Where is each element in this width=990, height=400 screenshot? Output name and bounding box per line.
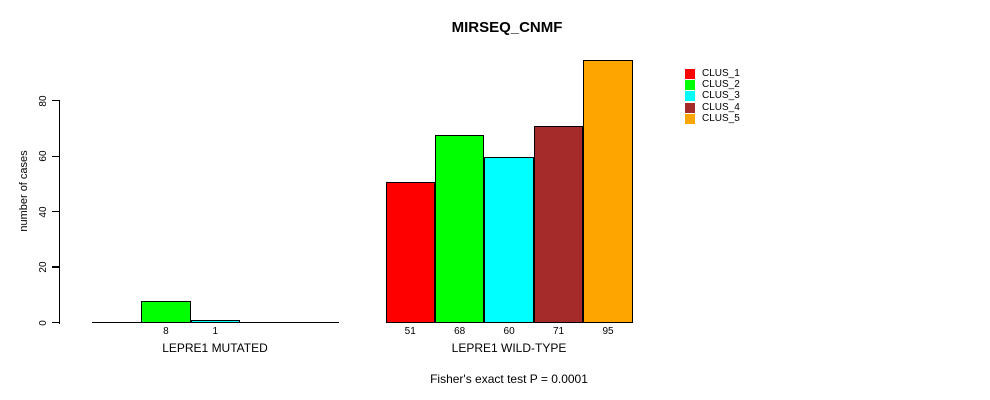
y-axis-line bbox=[58, 100, 60, 324]
bar-clus_3 bbox=[484, 156, 534, 323]
group-label-mutated: LEPRE1 MUTATED bbox=[162, 341, 268, 355]
bar-clus_3 bbox=[190, 320, 240, 323]
y-axis-tick-label: 60 bbox=[38, 150, 49, 162]
bar-value-label: 60 bbox=[503, 326, 515, 337]
legend-item-label: CLUS_4 bbox=[702, 101, 740, 113]
legend-item-label: CLUS_3 bbox=[702, 90, 740, 102]
y-axis-tick bbox=[51, 155, 60, 157]
bar-value-label: 1 bbox=[212, 326, 219, 337]
y-axis-tick-label: 20 bbox=[38, 261, 49, 273]
bar-value-label: 51 bbox=[404, 326, 416, 337]
bar-value-label: 68 bbox=[454, 326, 466, 337]
bar-clus_1 bbox=[385, 181, 435, 323]
y-axis-tick-label: 40 bbox=[38, 206, 49, 218]
legend-item-label: CLUS_2 bbox=[702, 78, 740, 90]
legend-item: CLUS_4 bbox=[685, 102, 740, 114]
y-axis-tick bbox=[51, 210, 60, 213]
footnote: Fisher's exact test P = 0.0001 bbox=[430, 372, 588, 386]
y-axis-tick bbox=[51, 321, 60, 324]
legend-item: CLUS_2 bbox=[685, 79, 740, 91]
legend-item: CLUS_1 bbox=[685, 68, 740, 80]
legend-swatch-icon bbox=[685, 68, 695, 79]
bar-value-label: 8 bbox=[163, 326, 169, 337]
chart-title: MIRSEQ_CNMF bbox=[451, 19, 563, 36]
bar-clus_2 bbox=[141, 300, 191, 323]
legend-swatch-icon bbox=[685, 114, 695, 125]
legend-item: CLUS_5 bbox=[685, 113, 740, 125]
legend-item-label: CLUS_1 bbox=[702, 67, 740, 79]
legend-swatch-icon bbox=[685, 91, 695, 102]
bar-clus_4 bbox=[533, 126, 584, 323]
y-axis-label: number of cases bbox=[18, 150, 30, 232]
y-axis-tick bbox=[51, 266, 60, 268]
legend-swatch-icon bbox=[685, 102, 695, 113]
y-axis-tick bbox=[51, 100, 60, 102]
y-axis-tick-label: 0 bbox=[38, 319, 49, 326]
bar-value-label: 95 bbox=[602, 326, 614, 337]
legend-item: CLUS_3 bbox=[685, 90, 740, 102]
y-axis-tick-label: 80 bbox=[38, 95, 49, 107]
legend-swatch-icon bbox=[685, 79, 695, 90]
group-label-wildtype: LEPRE1 WILD-TYPE bbox=[451, 341, 567, 355]
bar-clus_2 bbox=[434, 134, 485, 323]
bar-clus_5 bbox=[583, 59, 633, 323]
legend-item-label: CLUS_5 bbox=[702, 113, 740, 125]
bar-value-label: 71 bbox=[553, 326, 565, 337]
